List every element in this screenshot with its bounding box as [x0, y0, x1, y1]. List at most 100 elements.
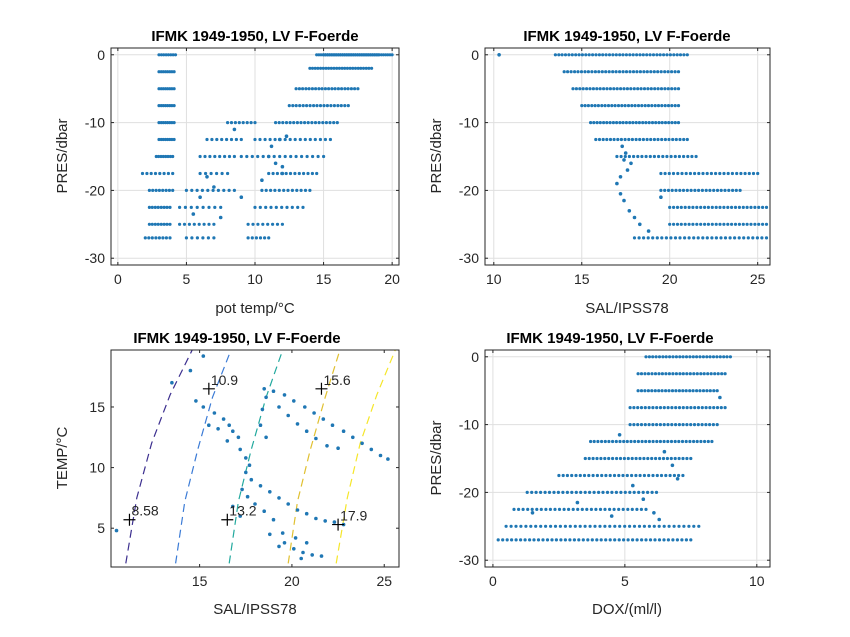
data-point — [172, 104, 176, 108]
data-point — [147, 236, 151, 240]
data-point — [676, 121, 681, 125]
data-point — [525, 490, 529, 494]
data-point — [649, 87, 653, 91]
data-point — [685, 372, 689, 376]
data-point — [587, 53, 591, 57]
data-point — [684, 355, 689, 359]
data-point — [249, 121, 253, 125]
data-point — [195, 188, 199, 192]
data-point — [690, 154, 694, 159]
data-point — [663, 171, 667, 176]
data-point — [683, 205, 687, 209]
data-point — [557, 507, 562, 511]
data-point — [608, 507, 612, 511]
data-point — [280, 531, 285, 535]
data-point — [705, 355, 709, 359]
data-point — [231, 504, 235, 509]
data-point — [603, 104, 607, 108]
data-point — [657, 372, 661, 376]
data-point — [742, 236, 746, 240]
data-point — [304, 511, 309, 516]
data-point — [280, 164, 285, 169]
data-point — [738, 188, 742, 192]
data-point — [670, 423, 674, 427]
data-point — [605, 490, 610, 494]
data-point — [625, 87, 630, 91]
data-point — [304, 429, 309, 434]
data-point — [680, 171, 684, 176]
data-point — [258, 423, 263, 428]
data-point — [303, 405, 307, 409]
data-point — [534, 524, 538, 528]
data-point — [670, 121, 674, 125]
data-point — [639, 423, 644, 427]
data-point — [637, 121, 642, 125]
data-point — [659, 473, 664, 478]
data-point — [621, 70, 625, 74]
data-point — [673, 236, 678, 240]
y-axis-label: PRES/dbar — [428, 420, 445, 495]
data-point — [324, 121, 328, 125]
data-point — [646, 104, 651, 108]
data-point — [681, 389, 685, 393]
data-point — [663, 188, 667, 192]
data-point — [570, 490, 574, 494]
data-point — [161, 70, 165, 74]
data-point — [649, 70, 653, 74]
data-point — [761, 222, 765, 226]
data-point — [361, 66, 366, 70]
data-point — [610, 490, 614, 494]
data-point — [737, 236, 741, 240]
data-point — [625, 439, 629, 444]
data-point — [559, 538, 563, 542]
data-point — [612, 87, 616, 91]
data-point — [639, 406, 644, 410]
data-point — [253, 137, 257, 142]
data-point — [684, 538, 689, 542]
data-point — [657, 517, 661, 522]
data-point — [599, 456, 603, 461]
data-point — [679, 205, 683, 209]
data-point — [597, 137, 602, 142]
data-point — [277, 544, 281, 549]
data-point — [654, 456, 658, 461]
data-point — [256, 222, 260, 226]
data-point — [264, 205, 268, 209]
data-point — [274, 205, 278, 209]
data-point — [562, 507, 566, 511]
data-point — [703, 205, 707, 209]
data-point — [638, 456, 642, 461]
data-point — [557, 53, 561, 57]
data-point — [618, 524, 622, 528]
data-point — [672, 53, 676, 57]
data-point — [231, 429, 235, 434]
data-point — [709, 171, 714, 176]
data-point — [165, 205, 169, 209]
data-point — [642, 236, 646, 240]
data-point — [662, 449, 667, 454]
data-point — [704, 406, 708, 410]
data-point — [317, 121, 321, 125]
data-point — [287, 104, 291, 108]
data-point — [700, 406, 704, 410]
data-point — [635, 507, 639, 511]
data-point — [677, 389, 682, 393]
data-point — [600, 104, 604, 108]
data-point — [613, 538, 617, 542]
data-point — [597, 70, 601, 74]
data-point — [293, 536, 298, 540]
data-point — [261, 154, 265, 159]
data-point — [524, 524, 528, 528]
data-point — [549, 524, 553, 528]
data-point — [277, 188, 281, 192]
data-point — [764, 205, 769, 209]
data-point — [677, 456, 681, 461]
data-point — [273, 137, 277, 142]
data-point — [153, 222, 157, 226]
data-point — [641, 490, 645, 494]
data-point — [215, 171, 219, 176]
data-point — [691, 355, 695, 359]
data-point — [280, 222, 284, 226]
data-point — [378, 453, 383, 458]
plot-area: 10.9 15.6 8.58 13.2 17.9 — [111, 349, 399, 567]
